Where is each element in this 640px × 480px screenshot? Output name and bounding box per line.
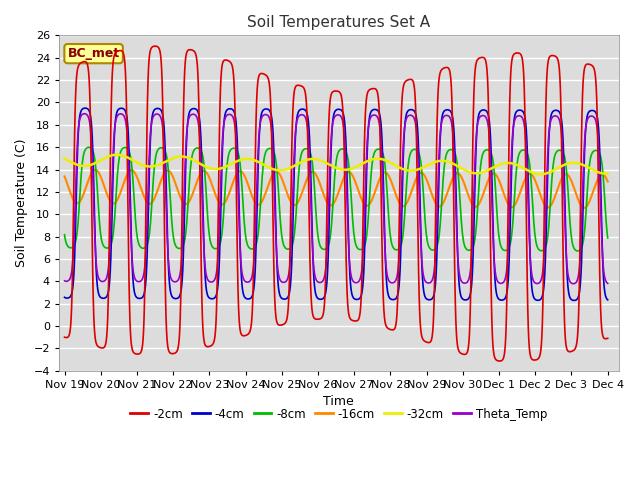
- -8cm: [267, 145, 275, 151]
- -8cm: [564, 188, 572, 193]
- -4cm: [61, 294, 68, 300]
- -32cm: [267, 166, 275, 171]
- -8cm: [578, 243, 586, 249]
- -8cm: [369, 156, 377, 162]
- Line: -4cm: -4cm: [65, 108, 608, 300]
- Legend: -2cm, -4cm, -8cm, -16cm, -32cm, Theta_Temp: -2cm, -4cm, -8cm, -16cm, -32cm, Theta_Te…: [126, 403, 552, 425]
- -4cm: [570, 298, 578, 303]
- -16cm: [130, 169, 138, 175]
- Theta_Temp: [267, 120, 275, 126]
- -32cm: [550, 167, 558, 173]
- -32cm: [369, 156, 377, 162]
- -4cm: [81, 105, 89, 111]
- -16cm: [550, 197, 557, 203]
- Line: -2cm: -2cm: [65, 46, 608, 361]
- Theta_Temp: [61, 278, 68, 284]
- -16cm: [267, 176, 275, 182]
- Text: BC_met: BC_met: [67, 47, 120, 60]
- -2cm: [151, 43, 159, 49]
- Theta_Temp: [130, 272, 138, 278]
- -32cm: [130, 158, 138, 164]
- Theta_Temp: [578, 207, 586, 213]
- Theta_Temp: [604, 280, 612, 286]
- -8cm: [604, 235, 612, 241]
- -8cm: [85, 144, 93, 150]
- Theta_Temp: [369, 112, 377, 118]
- -4cm: [267, 110, 275, 116]
- -8cm: [130, 193, 138, 199]
- -32cm: [604, 171, 612, 177]
- -2cm: [129, 349, 137, 355]
- -16cm: [61, 174, 68, 180]
- Theta_Temp: [570, 281, 577, 287]
- -16cm: [369, 195, 377, 201]
- -4cm: [604, 297, 612, 303]
- -2cm: [267, 102, 275, 108]
- -4cm: [369, 107, 377, 113]
- Title: Soil Temperatures Set A: Soil Temperatures Set A: [247, 15, 430, 30]
- -2cm: [578, 109, 586, 115]
- -32cm: [113, 152, 121, 157]
- -16cm: [580, 205, 588, 211]
- -4cm: [550, 108, 557, 114]
- -32cm: [537, 171, 545, 177]
- -2cm: [61, 335, 68, 340]
- -8cm: [573, 248, 581, 254]
- Line: -32cm: -32cm: [65, 155, 608, 174]
- -2cm: [550, 53, 558, 59]
- Theta_Temp: [564, 272, 572, 277]
- -2cm: [496, 358, 504, 364]
- X-axis label: Time: Time: [323, 396, 354, 408]
- -16cm: [604, 179, 612, 184]
- -2cm: [564, 348, 572, 354]
- Y-axis label: Soil Temperature (C): Soil Temperature (C): [15, 139, 28, 267]
- -2cm: [604, 336, 612, 341]
- Line: Theta_Temp: Theta_Temp: [65, 114, 608, 284]
- Line: -8cm: -8cm: [65, 147, 608, 251]
- Theta_Temp: [81, 111, 88, 117]
- -16cm: [92, 167, 99, 173]
- -8cm: [550, 157, 557, 163]
- -4cm: [130, 287, 138, 292]
- -32cm: [564, 160, 572, 166]
- -2cm: [369, 86, 377, 92]
- -4cm: [564, 284, 572, 290]
- -16cm: [578, 203, 586, 209]
- Theta_Temp: [550, 113, 557, 119]
- -16cm: [564, 172, 572, 178]
- -32cm: [578, 162, 586, 168]
- -4cm: [578, 242, 586, 248]
- Line: -16cm: -16cm: [65, 170, 608, 208]
- -8cm: [61, 232, 68, 238]
- -32cm: [61, 156, 68, 162]
